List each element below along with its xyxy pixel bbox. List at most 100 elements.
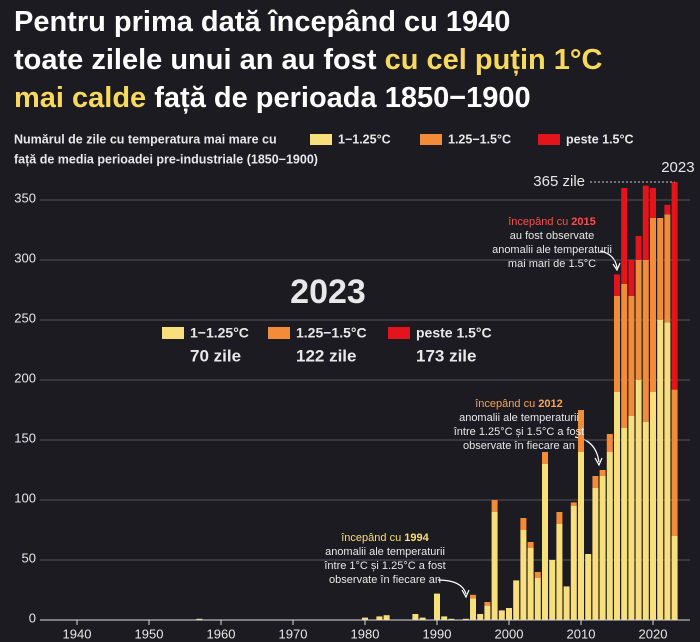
annotation: anomalii ale temperaturii (492, 244, 612, 256)
bar-segment (441, 616, 448, 620)
inset-swatch (388, 327, 410, 339)
bar-segment (671, 182, 678, 390)
arrow (599, 250, 618, 269)
bar-segment (556, 524, 563, 620)
bar-segment (614, 392, 620, 620)
bar-segment (491, 500, 498, 512)
x-tick-label: 1970 (279, 626, 308, 641)
title-part: față de perioada 1850−1900 (146, 82, 530, 114)
bar-segment (491, 512, 498, 620)
bar-segment (614, 296, 620, 392)
bar-segment (542, 452, 548, 464)
annotation-part: începând cu (340, 532, 404, 544)
bar-segment (484, 602, 491, 606)
bar-segment (542, 464, 548, 620)
legend-label: 1−1.25°C (338, 132, 391, 146)
annotation: anomalii ale temperaturii (459, 412, 579, 424)
y-tick-label: 350 (14, 190, 36, 205)
bar-segment (592, 476, 599, 488)
annotation-year: 2012 (538, 398, 562, 410)
y-tick-label: 0 (29, 610, 36, 625)
y-tick-label: 150 (14, 430, 36, 445)
bar-segment (477, 614, 484, 620)
bar-segment (635, 380, 642, 620)
bar-segment (599, 476, 606, 620)
annotation: începând cu 2012 (474, 398, 562, 410)
bar-segment (470, 594, 476, 599)
title-part: cu cel puțin 1°C (385, 44, 603, 76)
inset-legend-label: 1−1.25°C (190, 325, 249, 341)
annotation: anomalii ale temperaturii (325, 546, 445, 558)
bar-segment (520, 530, 527, 620)
bar-segment (520, 518, 527, 530)
bar-segment (556, 512, 563, 524)
bar-segment (578, 410, 584, 452)
inset-value-label: 122 zile (296, 346, 357, 365)
arrow-head (612, 262, 621, 272)
inset-swatch (162, 327, 184, 339)
bar-segment (621, 284, 628, 428)
bar-segment (606, 434, 613, 452)
bar-segment (563, 586, 570, 620)
bar-segment (412, 614, 419, 620)
bar-segment (671, 389, 678, 536)
inset-title: 2023 (290, 273, 366, 311)
bar-segment (506, 608, 512, 620)
legend-label: peste 1.5°C (566, 132, 634, 146)
x-tick-label: 2000 (495, 626, 524, 641)
bar-segment (614, 274, 620, 296)
title-part: Pentru prima dată începând cu 1940 (14, 6, 510, 38)
bar-segment (628, 416, 635, 620)
inset-legend-label: peste 1.5°C (416, 325, 492, 341)
bar-segment (628, 296, 635, 416)
subtitle: față de media perioadei pre-industriale … (14, 152, 318, 166)
title-part: toate zilele unui an au fost (14, 44, 385, 76)
bar-segment (642, 185, 649, 260)
x-tick-label: 1940 (63, 626, 92, 641)
bar-segment (642, 260, 649, 422)
x-tick-label: 2010 (567, 626, 596, 641)
bar-segment (621, 428, 628, 620)
bar-segment (570, 506, 577, 620)
annotation: observate în fiecare an (463, 440, 575, 452)
arrow-head (461, 589, 470, 599)
annotation-year: 1994 (404, 532, 429, 544)
bar-segment (434, 593, 440, 620)
bar-segment (650, 188, 656, 218)
chart-title: mai calde față de perioada 1850−1900 (14, 82, 531, 114)
annotation: începând cu 2015 (507, 216, 595, 228)
bar-segment (534, 572, 541, 578)
bar-segment (664, 204, 671, 215)
bar-segment (599, 470, 606, 476)
y-tick-label: 300 (14, 250, 36, 265)
bar-segment (664, 214, 671, 323)
y-tick-label: 250 (14, 310, 36, 325)
annotation: între 1.25°C și 1.5°C a fost (453, 426, 584, 438)
bar-segment (635, 260, 642, 380)
bar-segment (549, 560, 556, 620)
bar-segment (527, 548, 534, 620)
bar-segment (635, 236, 642, 260)
inset-value-label: 173 zile (416, 346, 477, 365)
bar-segment (642, 422, 649, 620)
bar-segment (534, 578, 541, 620)
bar-segment (657, 218, 664, 320)
bar-segment (419, 617, 426, 620)
bar-segment (671, 536, 678, 620)
x-tick-label: 1950 (135, 626, 164, 641)
bar-segment (513, 580, 520, 620)
inset-swatch (268, 327, 290, 339)
bar-segment (657, 320, 664, 620)
bar-segment (578, 452, 584, 620)
annotation-part: începând cu (507, 216, 571, 228)
annotation: începând cu 1994 (340, 532, 429, 544)
x-tick-label: 1980 (351, 626, 380, 641)
bar-segment (628, 260, 635, 296)
bar-segment (621, 188, 628, 284)
legend-swatch (420, 134, 442, 145)
annotation-year: 2015 (571, 216, 595, 228)
legend-swatch (310, 134, 332, 145)
bar-segment (462, 618, 469, 620)
bar-segment (570, 502, 577, 506)
x-tick-label: 1960 (207, 626, 236, 641)
